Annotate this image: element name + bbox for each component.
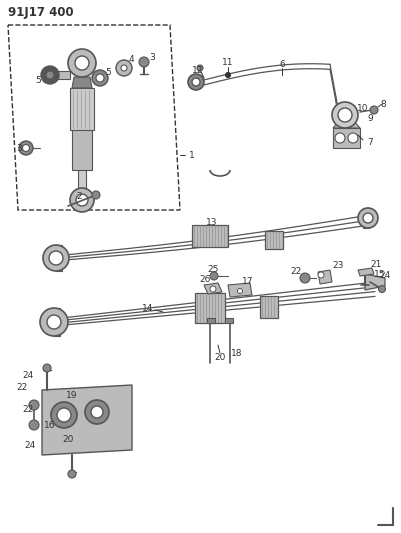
Polygon shape (357, 268, 373, 276)
Text: 22: 22 (290, 266, 301, 276)
Circle shape (75, 56, 89, 70)
Text: 19: 19 (66, 391, 77, 400)
Circle shape (22, 144, 29, 151)
Text: 24: 24 (22, 370, 34, 379)
Text: 12: 12 (192, 66, 203, 75)
Circle shape (116, 60, 132, 76)
Text: 21: 21 (369, 260, 381, 269)
Circle shape (68, 49, 96, 77)
Circle shape (369, 106, 377, 114)
Text: 5: 5 (105, 68, 111, 77)
Circle shape (337, 108, 351, 122)
Circle shape (68, 470, 76, 478)
Circle shape (96, 74, 104, 82)
Polygon shape (70, 88, 94, 130)
Circle shape (237, 288, 242, 294)
Polygon shape (203, 283, 221, 294)
Text: 1: 1 (188, 150, 194, 159)
Circle shape (43, 245, 69, 271)
Text: 6: 6 (278, 60, 284, 69)
Bar (264, 231, 282, 249)
Text: 3: 3 (149, 52, 154, 61)
Text: 5: 5 (35, 76, 41, 85)
Text: 20: 20 (62, 435, 73, 445)
Text: 13: 13 (206, 217, 217, 227)
Polygon shape (364, 274, 384, 290)
Text: 8: 8 (379, 100, 385, 109)
Text: 17: 17 (242, 277, 253, 286)
Bar (192, 225, 227, 247)
Circle shape (196, 65, 203, 71)
Polygon shape (227, 283, 251, 297)
Circle shape (92, 191, 100, 199)
Circle shape (49, 251, 63, 265)
Circle shape (85, 400, 109, 424)
Circle shape (91, 406, 103, 418)
Circle shape (40, 308, 68, 336)
Bar (207, 318, 215, 323)
Text: 20: 20 (214, 353, 225, 362)
Text: 25: 25 (207, 264, 218, 273)
Bar (194, 293, 225, 323)
Polygon shape (42, 385, 132, 455)
Circle shape (209, 286, 215, 292)
Circle shape (225, 72, 230, 77)
Text: 23: 23 (332, 261, 343, 270)
Circle shape (19, 141, 33, 155)
Text: 24: 24 (379, 271, 390, 279)
Polygon shape (54, 308, 60, 336)
Text: 11: 11 (222, 58, 233, 67)
Polygon shape (317, 270, 331, 284)
Polygon shape (332, 128, 359, 148)
Text: 18: 18 (231, 349, 242, 358)
Text: 24: 24 (24, 440, 36, 449)
Circle shape (76, 194, 88, 206)
Text: 9: 9 (366, 114, 372, 123)
Circle shape (121, 65, 127, 71)
Text: 26: 26 (199, 274, 210, 284)
Text: 3: 3 (16, 143, 22, 152)
Bar (259, 296, 277, 318)
Circle shape (317, 272, 323, 278)
Text: 2: 2 (76, 191, 81, 200)
Bar (225, 318, 233, 323)
Polygon shape (58, 71, 70, 79)
Circle shape (299, 273, 309, 283)
Circle shape (331, 102, 357, 128)
Circle shape (43, 364, 51, 372)
Polygon shape (56, 245, 62, 271)
Text: 15: 15 (373, 270, 385, 279)
Text: 22: 22 (16, 383, 28, 392)
Circle shape (41, 66, 59, 84)
Text: 7: 7 (366, 138, 372, 147)
Circle shape (92, 70, 108, 86)
Polygon shape (332, 120, 359, 128)
Circle shape (362, 213, 372, 223)
Circle shape (70, 188, 94, 212)
Circle shape (209, 272, 217, 280)
Circle shape (192, 78, 200, 86)
Text: 10: 10 (356, 103, 368, 112)
Circle shape (139, 57, 149, 67)
Circle shape (29, 420, 39, 430)
Text: 16: 16 (44, 421, 56, 430)
Circle shape (51, 402, 77, 428)
Circle shape (334, 133, 344, 143)
Circle shape (347, 133, 357, 143)
Circle shape (357, 208, 377, 228)
Text: 4: 4 (128, 54, 134, 63)
Circle shape (378, 286, 385, 293)
Circle shape (29, 400, 39, 410)
Circle shape (188, 74, 203, 90)
Text: 22: 22 (22, 406, 34, 415)
Text: 14: 14 (142, 303, 153, 312)
Circle shape (47, 315, 61, 329)
Polygon shape (72, 130, 92, 170)
Polygon shape (78, 170, 86, 190)
Text: 91J17 400: 91J17 400 (8, 5, 73, 19)
Circle shape (46, 71, 54, 79)
Polygon shape (362, 208, 368, 228)
Polygon shape (72, 77, 92, 88)
Circle shape (57, 408, 71, 422)
